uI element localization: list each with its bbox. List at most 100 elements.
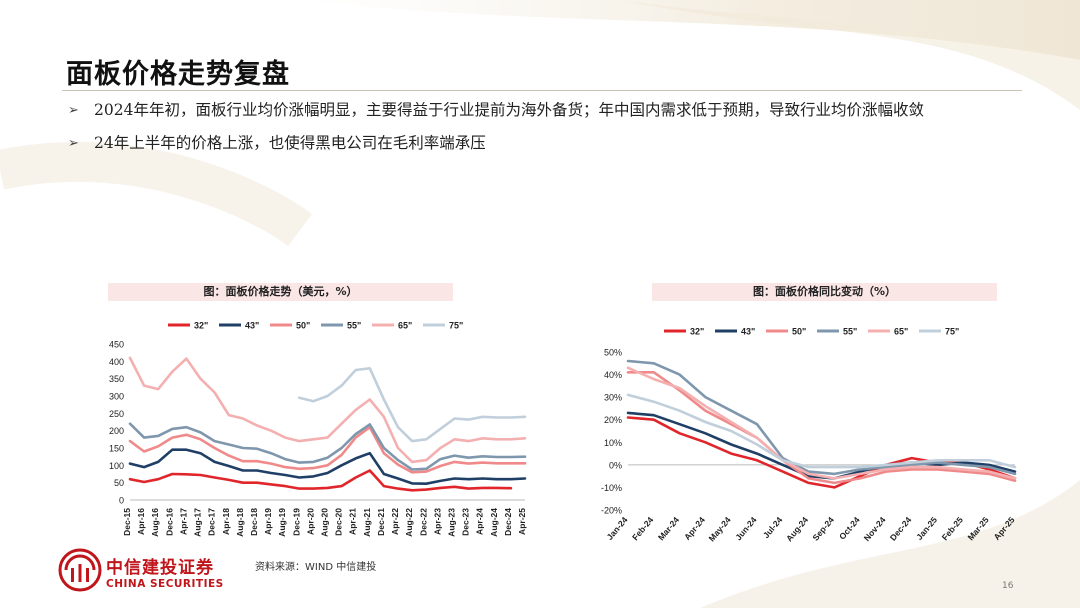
x-tick-label: Jan-24 [605,515,630,542]
series-line-65in [128,356,527,464]
x-tick-label: Apr-23 [432,508,442,535]
x-tick-label: Jan-25 [914,515,939,542]
x-tick-label: Aug-19 [277,508,287,537]
logo-cn-text: 中信建投证券 [106,558,214,578]
x-tick-label: Apr-25 [992,515,1017,542]
legend-label-55in: 55" [843,327,857,337]
x-tick-label: Aug-24 [784,515,810,544]
bullet-item: ➢ 2024年年初，面板行业均价涨幅明显，主要得益于行业提前为海外备货；年中国内… [68,98,1028,123]
china-securities-logo-icon [58,548,102,592]
x-tick-label: Dec-16 [164,508,174,536]
legend-label-65in: 65" [398,321,412,331]
x-tick-label: Aug-22 [404,508,414,537]
y-tick-label: 450 [109,340,124,350]
series-line-50in [128,425,527,474]
legend-label-50in: 50" [296,321,310,331]
arrow-bullet-icon: ➢ [68,136,79,151]
series-line-50in [626,371,1017,485]
x-tick-label: Feb-25 [940,515,965,543]
legend-label-55in: 55" [347,321,361,331]
y-tick-label: 40% [604,370,622,380]
x-tick-label: Apr-17 [178,508,188,535]
y-tick-label: 300 [109,392,124,402]
y-tick-label: 150 [109,444,124,454]
page-number: 16 [1002,581,1014,591]
x-tick-label: Dec-20 [334,508,344,536]
x-tick-label: Dec-22 [418,508,428,536]
legend-label-43in: 43" [741,327,755,337]
y-tick-label: 100 [109,461,124,471]
legend-label-32in: 32" [690,327,704,337]
y-tick-label: 50% [604,348,622,358]
x-tick-label: Apr-21 [348,508,358,535]
x-tick-label: Aug-16 [150,508,160,537]
y-tick-label: 50 [114,478,124,488]
x-tick-label: May-24 [707,515,733,544]
x-tick-label: Nov-24 [862,515,888,543]
series-line-65in [626,366,1017,480]
arrow-bullet-icon: ➢ [68,103,79,118]
legend-label-50in: 50" [792,327,806,337]
y-tick-label: 400 [109,357,124,367]
x-tick-label: Aug-18 [235,508,245,537]
x-tick-label: Apr-22 [390,508,400,535]
x-tick-label: Apr-20 [305,508,315,535]
x-tick-label: Aug-24 [489,508,499,537]
y-tick-label: 10% [604,438,622,448]
chart-caption-price-trend: 图：面板价格走势（美元，%） [108,283,453,301]
x-tick-label: Apr-24 [682,515,707,542]
x-tick-label: Dec-17 [207,508,217,536]
legend-label-65in: 65" [894,327,908,337]
bullet-list: ➢ 2024年年初，面板行业均价涨幅明显，主要得益于行业提前为海外备货；年中国内… [68,98,1028,164]
x-tick-label: Aug-21 [362,508,372,537]
y-tick-label: 200 [109,426,124,436]
y-tick-label: -20% [601,506,622,516]
x-tick-label: Aug-20 [320,508,330,537]
legend: 32" 43" 50" 55" 65" 75" [168,321,463,331]
series-line-55in [626,359,1017,476]
x-tick-label: Jul-24 [761,515,785,540]
x-tick-label: Mar-25 [965,515,990,543]
x-tick-label: Dec-23 [461,508,471,536]
bullet-text: 2024年年初，面板行业均价涨幅明显，主要得益于行业提前为海外备货；年中国内需求… [94,101,924,119]
series-line-32in [128,469,513,492]
logo-en-text: CHINA SECURITIES [106,578,224,590]
y-tick-label: -10% [601,483,622,493]
x-tick-label: Dec-19 [291,508,301,536]
x-tick-label: Apr-18 [221,508,231,535]
x-tick-label: Oct-24 [837,515,862,542]
y-tick-label: 20% [604,415,622,425]
bullet-text: 24年上半年的价格上涨，也使得黑电公司在毛利率端承压 [94,134,486,152]
panel-yoy-change-chart: 32" 43" 50" 55" 65" 75" -20% -10% 0% 10% 20% 30% 40%… [601,327,1017,544]
page-title: 面板价格走势复盘 [66,59,290,90]
x-tick-label: Apr-25 [517,508,527,535]
x-tick-label: Apr-19 [263,508,273,535]
y-tick-label: 0 [119,496,124,506]
series-line-43in [128,448,527,485]
x-tick-label: Dec-24 [503,508,513,536]
x-tick-label: Sep-24 [810,515,836,543]
x-tick-label: Aug-17 [193,508,203,537]
y-tick-label: 350 [109,374,124,384]
x-tick-label: Feb-24 [630,515,655,543]
x-tick-label: Apr-24 [475,508,485,535]
legend-label-43in: 43" [245,321,259,331]
x-tick-label: Apr-16 [136,508,146,535]
legend-label-75in: 75" [449,321,463,331]
series-line-55in [128,422,527,471]
legend-label-32in: 32" [194,321,208,331]
x-tick-label: Aug-23 [446,508,456,537]
chart-caption-yoy-change: 图：面板价格同比变动（%） [652,283,997,301]
bullet-item: ➢ 24年上半年的价格上涨，也使得黑电公司在毛利率端承压 [68,131,1028,156]
x-tick-label: Jun-24 [733,515,758,543]
source-note: 资料来源：WIND 中信建投 [255,562,377,573]
x-tick-label: Dec-24 [888,515,914,543]
y-tick-label: 250 [109,409,124,419]
x-tick-label: Mar-24 [656,515,681,543]
x-tick-label: Dec-21 [376,508,386,536]
x-tick-label: Dec-15 [122,508,132,536]
series-line-75in [298,367,527,443]
x-tick-label: Dec-18 [249,508,259,536]
y-tick-label: 0% [609,460,622,470]
title-divider [62,90,1022,91]
